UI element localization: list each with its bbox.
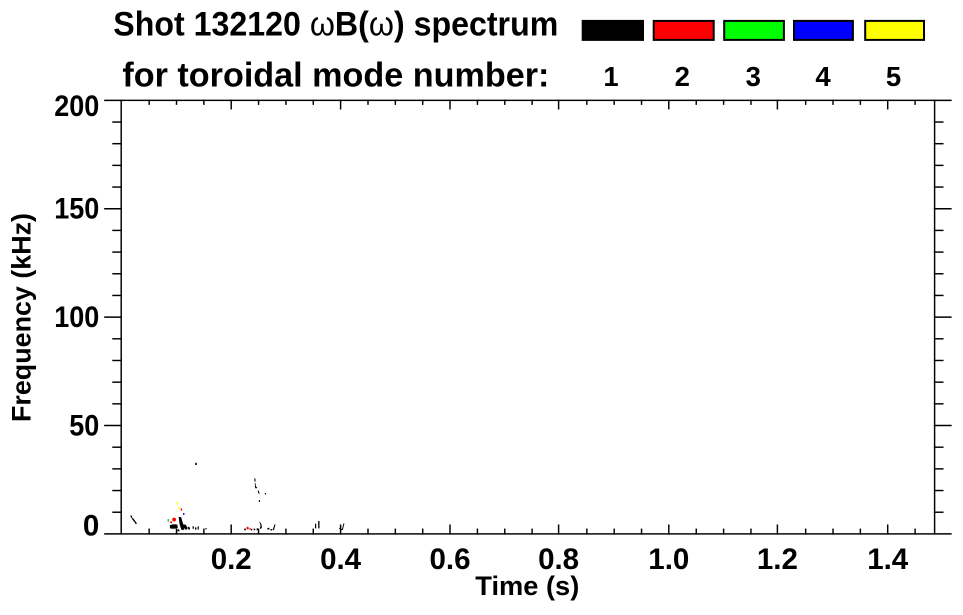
svg-text:5: 5 bbox=[886, 61, 901, 92]
svg-text:3: 3 bbox=[746, 61, 761, 92]
svg-text:for toroidal mode number:: for toroidal mode number: bbox=[122, 56, 549, 94]
svg-text:150: 150 bbox=[54, 193, 99, 226]
svg-text:1.2: 1.2 bbox=[757, 543, 798, 576]
svg-text:0.2: 0.2 bbox=[211, 543, 252, 576]
svg-text:0.4: 0.4 bbox=[320, 543, 362, 576]
svg-text:2: 2 bbox=[675, 61, 690, 92]
svg-text:1.0: 1.0 bbox=[648, 543, 689, 576]
svg-text:Time (s): Time (s) bbox=[475, 571, 579, 601]
svg-text:100: 100 bbox=[54, 301, 99, 334]
svg-text:Shot 132120 ωB(ω) spectrum: Shot 132120 ωB(ω) spectrum bbox=[113, 6, 558, 44]
svg-text:0.6: 0.6 bbox=[429, 543, 470, 576]
svg-text:0.8: 0.8 bbox=[538, 543, 579, 576]
svg-text:50: 50 bbox=[69, 410, 99, 443]
svg-text:200: 200 bbox=[54, 90, 99, 123]
svg-text:1: 1 bbox=[603, 61, 618, 92]
svg-text:1.4: 1.4 bbox=[867, 543, 909, 576]
svg-text:4: 4 bbox=[815, 61, 831, 92]
svg-text:Frequency (kHz): Frequency (kHz) bbox=[7, 213, 37, 422]
svg-text:0: 0 bbox=[83, 510, 99, 543]
